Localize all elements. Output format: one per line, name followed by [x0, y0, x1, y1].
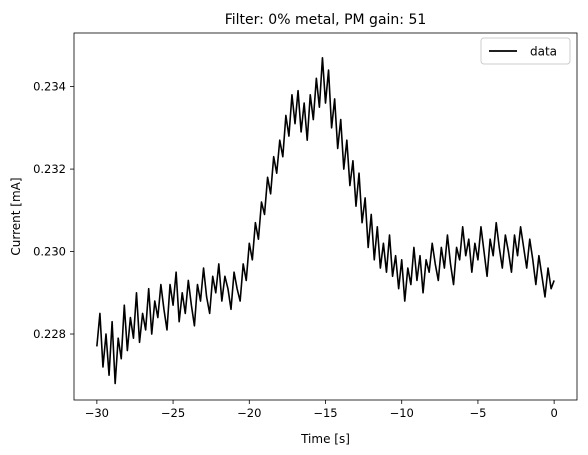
- x-tick-label: −15: [313, 406, 337, 420]
- x-tick-label: −30: [85, 406, 109, 420]
- y-tick-label: 0.232: [33, 162, 66, 176]
- x-axis-ticks: −30 −25 −20 −15 −10 −5 0: [85, 400, 558, 420]
- chart-title: Filter: 0% metal, PM gain: 51: [225, 12, 427, 28]
- x-tick-label: −5: [469, 406, 486, 420]
- x-axis-label: Time [s]: [300, 432, 350, 446]
- y-axis-label: Current [mA]: [9, 177, 23, 255]
- legend-box: [480, 37, 571, 65]
- y-tick-label: 0.228: [33, 327, 66, 341]
- x-tick-label: 0: [550, 406, 557, 420]
- y-tick-label: 0.230: [33, 245, 66, 259]
- legend-label: data: [530, 45, 557, 59]
- x-tick-label: −25: [161, 406, 185, 420]
- x-tick-label: −10: [390, 406, 414, 420]
- series-layer: [96, 56, 555, 385]
- legend: data: [480, 37, 571, 65]
- plot-area: [74, 33, 577, 400]
- y-axis-ticks: 0.228 0.230 0.232 0.234: [33, 80, 74, 341]
- x-tick-label: −20: [237, 406, 261, 420]
- y-tick-label: 0.234: [33, 80, 66, 94]
- series-line-0: [96, 56, 555, 385]
